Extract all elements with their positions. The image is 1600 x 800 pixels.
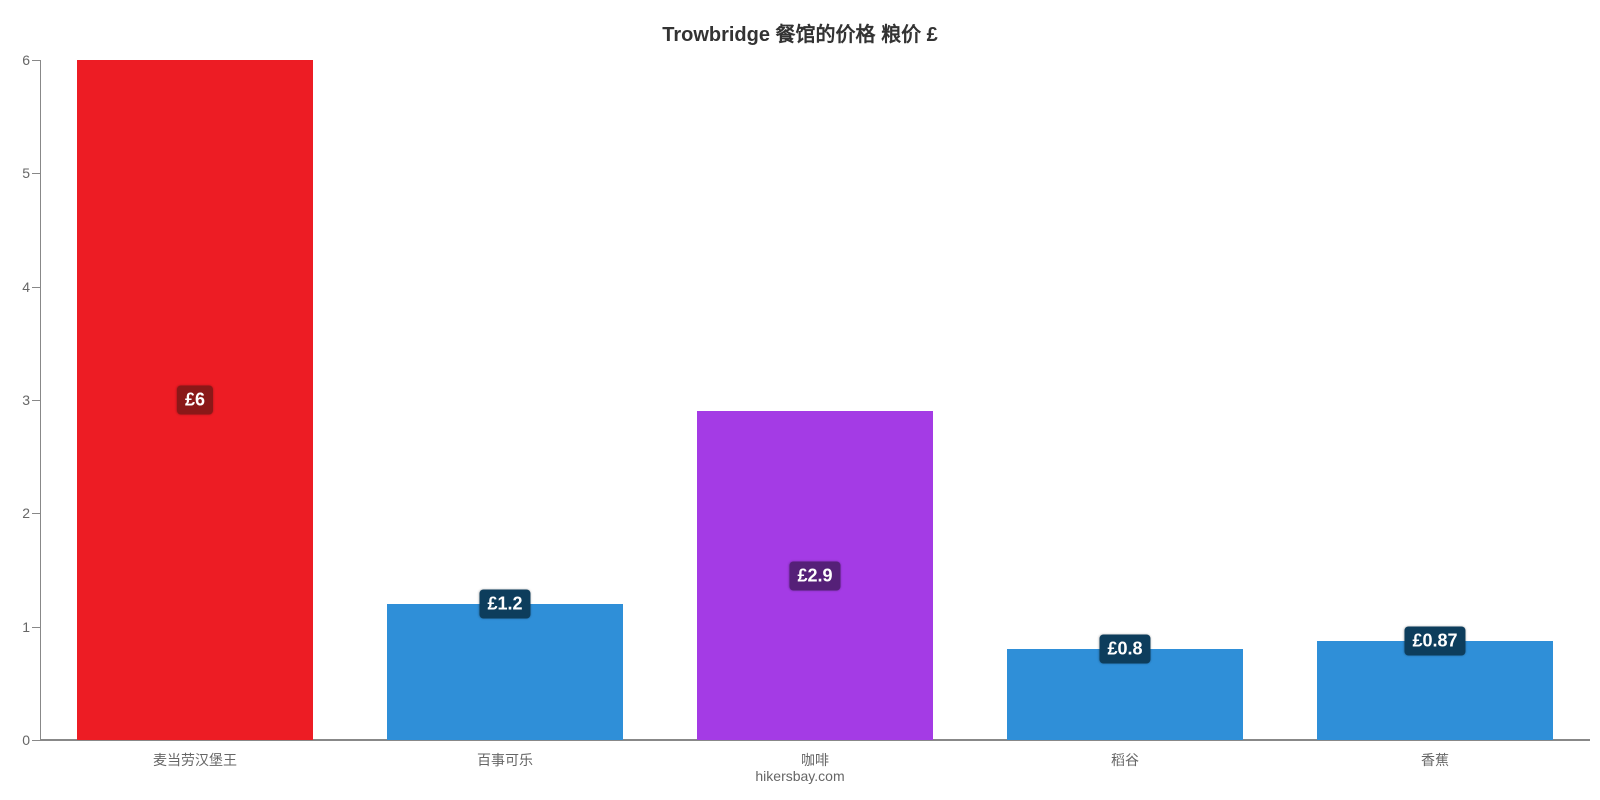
chart-title: Trowbridge 餐馆的价格 粮价 £ (0, 18, 1600, 47)
bar-slot: £0.8稻谷 (970, 60, 1280, 740)
y-tick (32, 60, 40, 61)
y-tick-stub (40, 740, 1590, 741)
y-tick (32, 627, 40, 628)
y-tick-label: 6 (22, 52, 30, 68)
bar-slot: £1.2百事可乐 (350, 60, 660, 740)
category-label: 稻谷 (1111, 750, 1139, 770)
y-tick-label: 0 (22, 732, 30, 748)
chart-credit: hikersbay.com (0, 768, 1600, 784)
category-label: 麦当劳汉堡王 (153, 750, 237, 770)
y-tick (32, 287, 40, 288)
y-tick (32, 173, 40, 174)
bars-row: £6麦当劳汉堡王£1.2百事可乐£2.9咖啡£0.8稻谷£0.87香蕉 (40, 60, 1590, 740)
category-label: 百事可乐 (477, 750, 533, 770)
bar-value-label: £6 (177, 386, 213, 415)
y-tick-label: 5 (22, 165, 30, 181)
y-tick-label: 2 (22, 505, 30, 521)
bar: £2.9 (697, 411, 933, 740)
bar-slot: £6麦当劳汉堡王 (40, 60, 350, 740)
bar-value-label: £0.87 (1404, 627, 1465, 656)
bar-value-label: £2.9 (789, 561, 840, 590)
category-label: 香蕉 (1421, 750, 1449, 770)
bar: £0.87 (1317, 641, 1553, 740)
category-label: 咖啡 (801, 750, 829, 770)
bar-slot: £0.87香蕉 (1280, 60, 1590, 740)
price-bar-chart: Trowbridge 餐馆的价格 粮价 £ 0123456 £6麦当劳汉堡王£1… (0, 0, 1600, 800)
bar: £0.8 (1007, 649, 1243, 740)
y-tick-label: 3 (22, 392, 30, 408)
bar-value-label: £0.8 (1099, 635, 1150, 664)
y-tick-label: 1 (22, 619, 30, 635)
plot-area: 0123456 £6麦当劳汉堡王£1.2百事可乐£2.9咖啡£0.8稻谷£0.8… (40, 60, 1590, 740)
y-tick (32, 740, 40, 741)
bar: £1.2 (387, 604, 623, 740)
y-tick (32, 400, 40, 401)
y-tick (32, 513, 40, 514)
bar-slot: £2.9咖啡 (660, 60, 970, 740)
y-tick-label: 4 (22, 279, 30, 295)
bar-value-label: £1.2 (479, 590, 530, 619)
bar: £6 (77, 60, 313, 740)
